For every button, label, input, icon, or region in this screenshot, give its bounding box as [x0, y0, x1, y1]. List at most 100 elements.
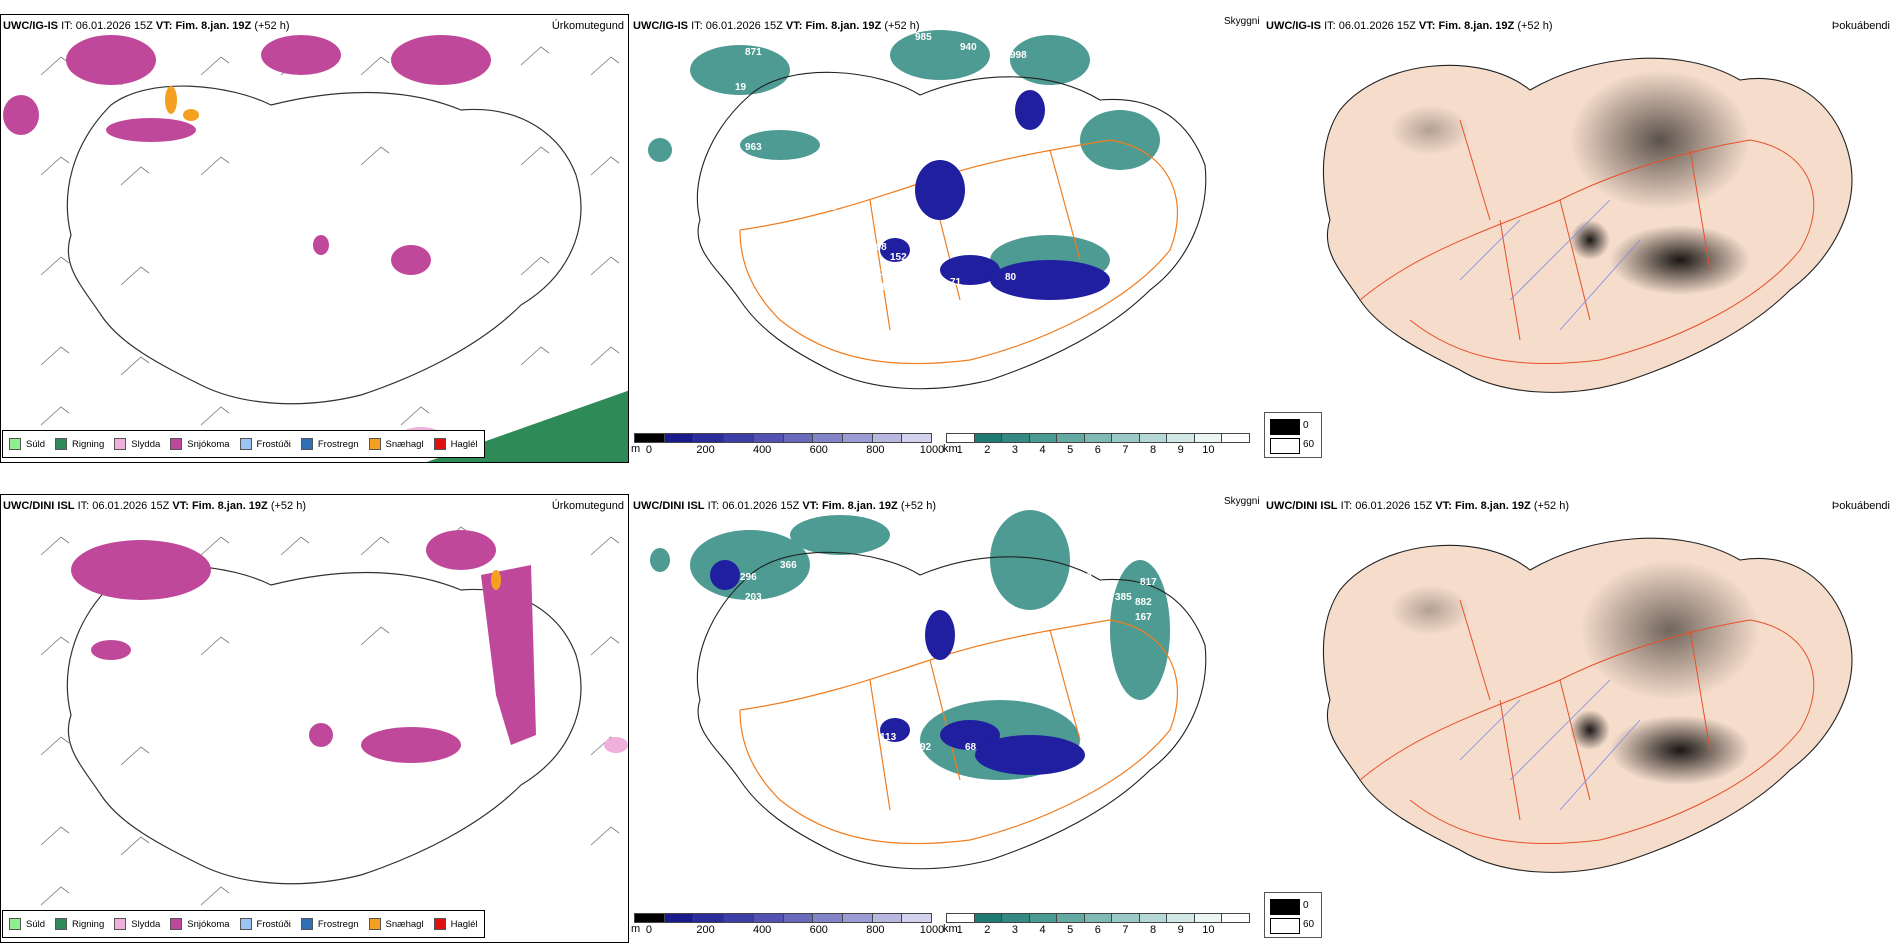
swatch [114, 918, 127, 930]
panel-type-label: Úrkomutegund [551, 500, 624, 512]
swatch [300, 918, 313, 930]
colorbar-tick: 6 [1094, 444, 1101, 456]
visibility-value-label: 336 [1110, 712, 1127, 723]
visibility-value-label: 817 [1140, 577, 1157, 588]
colorbar-cell [1222, 434, 1250, 442]
snow-pellet-areas [165, 86, 199, 121]
colorbar-tick: 1000 [919, 924, 945, 936]
snow-areas [71, 530, 536, 763]
colorbar-tick: 800 [866, 444, 885, 456]
visibility-value-label: 89 [795, 637, 807, 648]
colorbar-tick: 9 [1177, 444, 1184, 456]
colorbar-tick: 3 [1011, 924, 1018, 936]
colorbar-tick: 1 [956, 924, 963, 936]
legend-item: Súld [9, 438, 45, 450]
visibility-panel: 871 19 9 963 960 985 940 998 308 262 92 179 10 115 103… [630, 0, 1260, 465]
swatch [55, 918, 68, 930]
precip-type-map-frame [0, 494, 629, 943]
visibility-map: 296 366 88 203 493 301 14 848 898 319 817 385 882 341… [650, 510, 1207, 870]
visibility-value-label: 366 [780, 560, 797, 571]
visibility-value-label: 179 [990, 112, 1007, 123]
colorbar-cell [694, 434, 725, 442]
visibility-labels: 296 366 88 203 493 301 14 848 898 319 817 385 882 341… [740, 522, 1157, 788]
colorbar-tick: 3 [1011, 444, 1018, 456]
swatch [1270, 419, 1300, 435]
swatch [300, 438, 313, 450]
visibility-value-label: 89 [905, 637, 917, 648]
visibility-value-label: 963 [745, 142, 762, 153]
colorbar-cell [783, 434, 814, 442]
colorbar-tick: 0 [645, 924, 652, 936]
fog-shading [1390, 560, 1760, 785]
visibility-value-label: 998 [1010, 50, 1027, 61]
visibility-value-label: 308 [870, 242, 887, 253]
legend-item: Snæhagl [368, 918, 424, 930]
swatch [114, 438, 127, 450]
colorbar-cell [842, 914, 873, 922]
fog-index-legend: 0 60 [1264, 892, 1322, 938]
swatch [1270, 438, 1300, 454]
legend-item: Snæhagl [368, 438, 424, 450]
visibility-value-label: 68 [965, 742, 977, 753]
legend-label: Súld [26, 918, 46, 930]
colorbar-tick: 200 [696, 444, 715, 456]
visibility-value-label: 80 [1005, 272, 1017, 283]
legend-label: Súld [26, 438, 46, 450]
colorbar-cell [783, 914, 814, 922]
visibility-value-label: 71 [950, 277, 962, 288]
legend-label: Frostregn [317, 918, 359, 930]
visibility-value-label: 153 [820, 672, 837, 683]
legend-label: Snjókoma [187, 918, 230, 930]
colorbar-cell [1167, 914, 1195, 922]
legend-label: Snjókoma [187, 438, 230, 450]
visibility-labels: 871 19 9 963 960 985 940 998 308 262 92 179 10 115 103… [715, 32, 1087, 318]
rivers [1459, 199, 1641, 331]
unit-label: km [943, 443, 958, 455]
visibility-value-label: 103 [820, 202, 837, 213]
visibility-value-label: 92 [920, 742, 932, 753]
legend-item: Frostúði [239, 918, 291, 930]
panel-type-label: Úrkomutegund [551, 20, 624, 32]
precip-type-map [40, 526, 628, 906]
legend-label: Slydda [131, 918, 161, 930]
visibility-map: 871 19 9 963 960 985 940 998 308 262 92 179 10 115 103… [648, 30, 1207, 390]
visibility-value-label: 11 [845, 217, 856, 228]
visibility-value-label: 11 [900, 207, 911, 218]
forecast-row-dini-isl: UWC/DINI ISL IT: 06.01.2026 15Z VT: Fim.… [0, 480, 1900, 945]
colorbar-cell [1029, 914, 1058, 922]
swatch [368, 438, 381, 450]
colorbar-tick: 4 [1039, 444, 1046, 456]
legend-item: Frostregn [300, 918, 359, 930]
iceland-outline [66, 565, 582, 885]
fog-index-map [1322, 537, 1853, 873]
legend-item: Rigning [55, 438, 104, 450]
visibility-value-label: 125 [770, 757, 787, 768]
swatch [368, 918, 381, 930]
fog-index-panel: UWC/IG-IS IT: 06.01.2026 15Z VT: Fim. 8.… [1260, 0, 1900, 465]
colorbar-tick: 5 [1067, 444, 1074, 456]
legend-label: 60 [1303, 919, 1315, 930]
fog-index-legend: 0 60 [1264, 412, 1322, 458]
visibility-value-label: 296 [740, 572, 757, 583]
colorbar-cell [1084, 914, 1113, 922]
legend-label: 0 [1303, 420, 1309, 431]
visibility-value-label: 9 [715, 112, 721, 123]
low-visibility-areas [880, 90, 1110, 300]
colorbar-tick: 7 [1122, 444, 1129, 456]
visibility-panel: 296 366 88 203 493 301 14 848 898 319 817 385 882 341… [630, 480, 1260, 945]
map-title: UWC/IG-IS IT: 06.01.2026 15Z VT: Fim. 8.… [1266, 20, 1553, 32]
visibility-m-colorbar: 0 200 400 600 800 1000 m [631, 433, 944, 457]
swatch [239, 918, 252, 930]
unit-label: m [631, 443, 641, 455]
visibility-value-label: 115 [795, 182, 812, 193]
colorbar-tick: 6 [1094, 924, 1101, 936]
legend-label: Frostregn [317, 438, 359, 450]
sleet-area [604, 737, 628, 753]
colorbar-tick: 600 [809, 924, 828, 936]
colorbar-cell [902, 914, 932, 922]
swatch [433, 918, 446, 930]
legend-item: Frostúði [239, 438, 291, 450]
colorbar-cell [1112, 434, 1140, 442]
legend-label: Slydda [131, 438, 161, 450]
visibility-value-label: 308 [790, 92, 807, 103]
